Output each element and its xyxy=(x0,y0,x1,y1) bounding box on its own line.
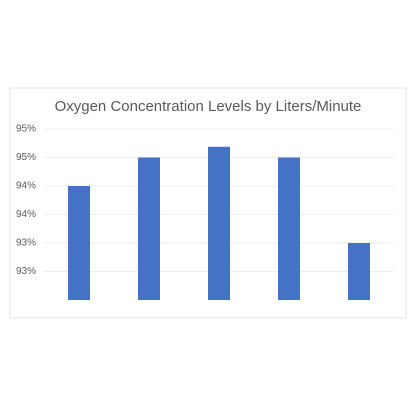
y-tick-label: 93% xyxy=(16,266,36,277)
y-tick-label: 94% xyxy=(16,181,36,192)
y-tick-label: 95% xyxy=(16,124,36,135)
y-tick-label: 94% xyxy=(16,209,36,220)
bar xyxy=(348,243,370,300)
y-tick-label: 95% xyxy=(16,152,36,163)
y-tick-label: 93% xyxy=(16,238,36,249)
chart-title: Oxygen Concentration Levels by Liters/Mi… xyxy=(55,98,362,115)
bar xyxy=(208,146,230,300)
bar xyxy=(68,186,90,300)
bar xyxy=(138,157,160,300)
bar xyxy=(278,157,300,300)
